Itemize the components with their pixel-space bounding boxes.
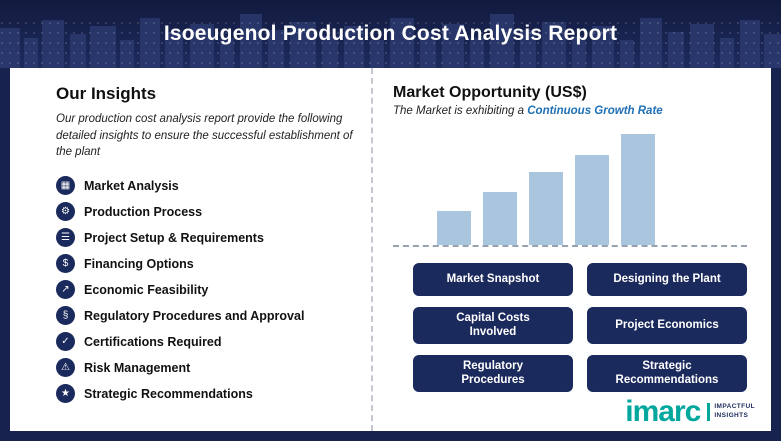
project-economics-button[interactable]: Project Economics (587, 307, 747, 344)
list-item: ↗ Economic Feasibility (56, 280, 357, 300)
list-item: $ Financing Options (56, 254, 357, 274)
certification-icon: ✓ (56, 332, 75, 352)
topic-buttons: Market Snapshot Designing the Plant Capi… (413, 263, 747, 392)
list-item: ⚙ Production Process (56, 202, 357, 222)
market-analysis-icon: ▦ (56, 176, 75, 196)
project-setup-icon: ☰ (56, 228, 75, 248)
regulatory-procedures-button[interactable]: Regulatory Procedures (413, 354, 573, 392)
insights-heading: Our Insights (56, 84, 157, 103)
regulatory-icon: § (56, 306, 75, 326)
market-heading: Market Opportunity (US$) (393, 84, 587, 101)
list-item: ▦ Market Analysis (56, 176, 357, 196)
strategic-recommendations-button[interactable]: Strategic Recommendations (587, 354, 747, 392)
list-item-label: Regulatory Procedures and Approval (84, 308, 305, 323)
insights-description: Our production cost analysis report prov… (56, 113, 353, 159)
insights-panel: Our Insights Our production cost analysi… (10, 68, 371, 431)
page-title: Isoeugenol Production Cost Analysis Repo… (163, 22, 618, 45)
capital-costs-button[interactable]: Capital Costs Involved (413, 307, 573, 344)
list-item-label: Certifications Required (84, 334, 222, 349)
logo-tagline: IMPACTFUL INSIGHTS (707, 403, 755, 421)
economic-feasibility-icon: ↗ (56, 280, 75, 300)
risk-management-icon: ⚠ (56, 358, 75, 378)
list-item-label: Financing Options (84, 256, 194, 271)
imarc-logo: imarc IMPACTFUL INSIGHTS (625, 397, 755, 427)
strategy-icon: ★ (56, 384, 75, 404)
growth-rate-highlight: Continuous Growth Rate (527, 105, 663, 117)
list-item-label: Production Process (84, 204, 203, 219)
chart-bar (575, 155, 609, 245)
chart-bar (437, 211, 471, 245)
insights-list: ▦ Market Analysis ⚙ Production Process ☰… (56, 176, 357, 404)
market-panel: Market Opportunity (US$) The Market is e… (371, 68, 771, 431)
chart-bar (621, 134, 655, 245)
content-area: Our Insights Our production cost analysi… (10, 68, 771, 431)
list-item-label: Market Analysis (84, 178, 179, 193)
list-item: ★ Strategic Recommendations (56, 384, 357, 404)
market-snapshot-button[interactable]: Market Snapshot (413, 263, 573, 296)
logo-wordmark: imarc (625, 395, 701, 428)
list-item-label: Strategic Recommendations (84, 386, 253, 401)
list-item: ☰ Project Setup & Requirements (56, 228, 357, 248)
list-item-label: Risk Management (84, 360, 191, 375)
list-item-label: Economic Feasibility (84, 282, 209, 297)
financing-icon: $ (56, 254, 75, 274)
designing-plant-button[interactable]: Designing the Plant (587, 263, 747, 296)
city-skyline-graphic (0, 0, 781, 68)
chart-bar (483, 192, 517, 245)
list-item: § Regulatory Procedures and Approval (56, 306, 357, 326)
list-item: ✓ Certifications Required (56, 332, 357, 352)
chart-bar (529, 172, 563, 245)
bar-group (437, 133, 747, 245)
market-subtitle: The Market is exhibiting a Continuous Gr… (393, 105, 663, 117)
chart-baseline (393, 245, 747, 247)
list-item: ⚠ Risk Management (56, 358, 357, 378)
production-process-icon: ⚙ (56, 202, 75, 222)
list-item-label: Project Setup & Requirements (84, 230, 264, 245)
bar-chart (393, 133, 747, 247)
header-banner: Isoeugenol Production Cost Analysis Repo… (0, 0, 781, 68)
